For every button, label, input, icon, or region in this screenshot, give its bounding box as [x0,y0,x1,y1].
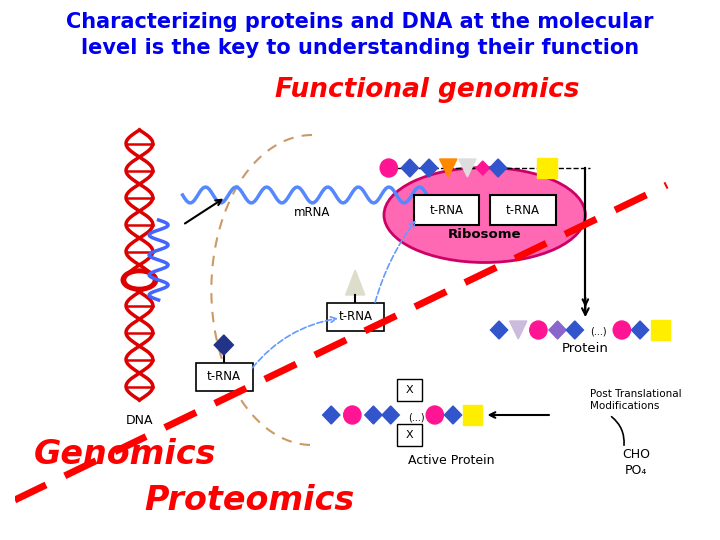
Polygon shape [346,270,365,295]
Text: Active Protein: Active Protein [408,454,495,467]
Text: X: X [406,385,414,395]
FancyBboxPatch shape [414,195,479,225]
Polygon shape [323,406,340,424]
FancyBboxPatch shape [328,303,384,331]
Text: Proteomics: Proteomics [145,483,355,516]
Polygon shape [420,159,438,177]
Text: Functional genomics: Functional genomics [275,77,580,103]
Polygon shape [549,321,566,339]
Text: t-RNA: t-RNA [338,310,372,323]
Text: t-RNA: t-RNA [506,204,540,217]
Text: CHO: CHO [622,449,650,462]
Circle shape [613,321,631,339]
Circle shape [380,159,397,177]
Polygon shape [444,406,462,424]
Polygon shape [476,161,490,175]
FancyBboxPatch shape [196,363,253,391]
Text: (...): (...) [590,327,607,337]
FancyBboxPatch shape [397,379,423,401]
Polygon shape [631,321,649,339]
Polygon shape [566,321,583,339]
Text: Protein: Protein [562,341,609,354]
Polygon shape [537,158,557,178]
FancyBboxPatch shape [397,424,423,446]
Text: Ribosome: Ribosome [448,228,521,241]
Ellipse shape [384,167,585,262]
Circle shape [343,406,361,424]
Ellipse shape [121,269,158,291]
Polygon shape [382,406,400,424]
Polygon shape [490,321,508,339]
Text: Post Translational
Modifications: Post Translational Modifications [590,389,682,411]
Text: (...): (...) [408,412,425,422]
Text: Genomics: Genomics [34,438,216,471]
Text: level is the key to understanding their function: level is the key to understanding their … [81,38,639,58]
Text: Characterizing proteins and DNA at the molecular: Characterizing proteins and DNA at the m… [66,12,654,32]
Polygon shape [215,335,233,355]
Polygon shape [440,159,457,177]
Ellipse shape [127,274,152,286]
Text: t-RNA: t-RNA [429,204,463,217]
Text: mRNA: mRNA [294,206,330,219]
Polygon shape [463,405,482,425]
Text: DNA: DNA [126,414,153,427]
Polygon shape [365,406,382,424]
Polygon shape [490,159,507,177]
Text: t-RNA: t-RNA [207,370,240,383]
Text: X: X [406,430,414,440]
Circle shape [426,406,444,424]
Text: PO₄: PO₄ [625,463,647,476]
Polygon shape [510,321,527,339]
Polygon shape [651,320,670,340]
Circle shape [530,321,547,339]
Polygon shape [401,159,418,177]
Polygon shape [459,159,476,177]
FancyBboxPatch shape [490,195,556,225]
